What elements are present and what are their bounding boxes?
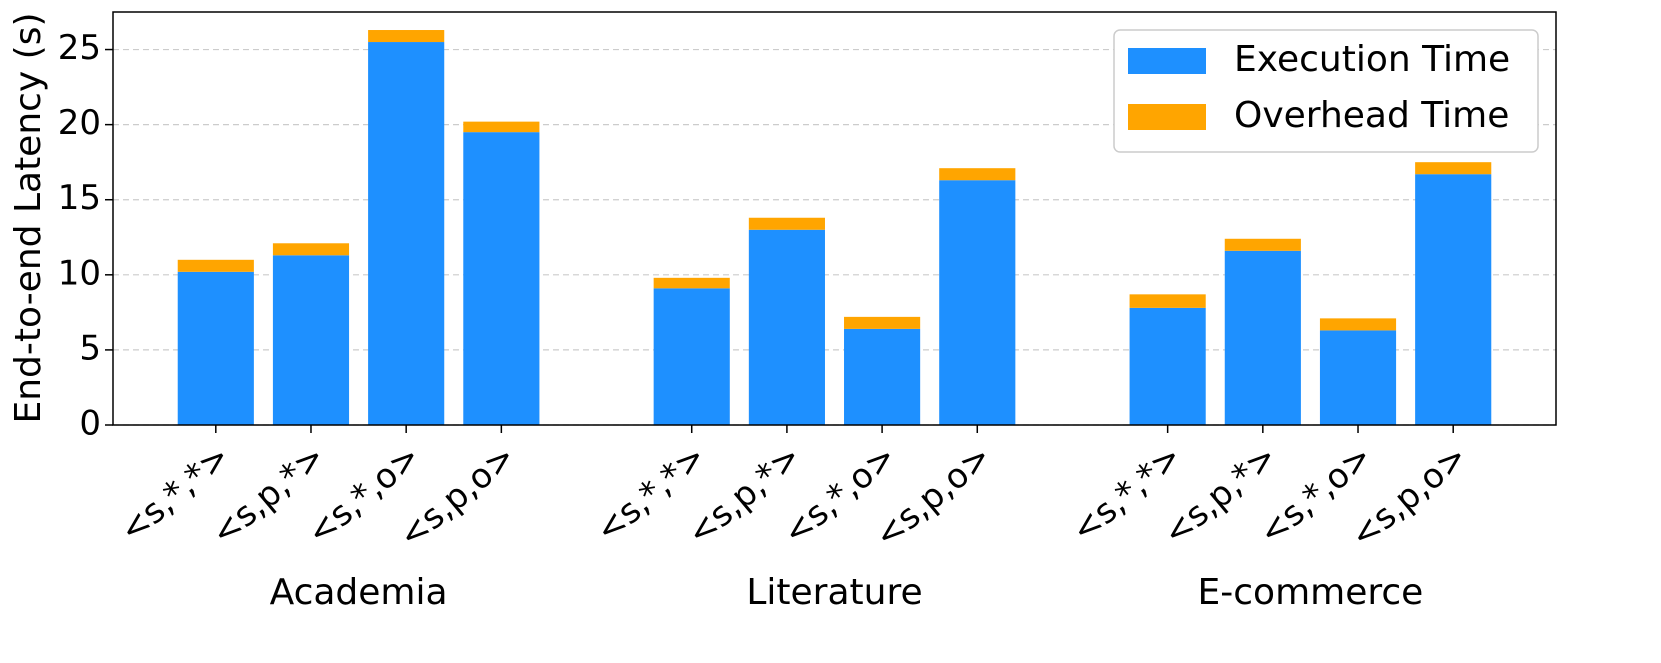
bar-segment — [177, 271, 254, 425]
bar-segment — [939, 168, 1016, 181]
y-tick-label: 5 — [79, 328, 101, 368]
bar-segment — [177, 259, 254, 272]
legend-label: Overhead Time — [1234, 95, 1509, 136]
bar-segment — [1319, 330, 1397, 425]
y-tick-label: 0 — [79, 404, 101, 444]
bar-segment — [463, 132, 540, 426]
group-label: E-commerce — [1198, 572, 1424, 613]
group-label: Academia — [270, 572, 448, 613]
y-tick-label: 10 — [58, 253, 101, 293]
legend-swatch — [1128, 48, 1206, 74]
legend-box — [1113, 29, 1539, 153]
bar-segment — [272, 243, 350, 256]
y-tick-label: 20 — [58, 103, 101, 143]
y-axis-label: End-to-end Latency (s) — [8, 12, 49, 423]
bar-segment — [748, 229, 825, 425]
bar-segment — [748, 217, 825, 230]
bar-segment — [1129, 294, 1206, 308]
bar-segment — [653, 288, 730, 425]
group-label: Literature — [746, 572, 922, 613]
legend-label: Execution Time — [1234, 39, 1510, 80]
bar-segment — [1415, 174, 1492, 425]
bar-segment — [368, 30, 445, 43]
bar-segment — [1319, 318, 1397, 331]
bar-segment — [1224, 238, 1301, 251]
bar-segment — [844, 328, 921, 425]
bar-segment — [463, 121, 540, 133]
legend-swatch — [1128, 104, 1206, 130]
bar-segment — [1129, 307, 1206, 425]
bar-segment — [368, 42, 445, 425]
bar-segment — [1224, 250, 1301, 425]
y-tick-label: 15 — [58, 178, 101, 218]
bar-segment — [272, 255, 350, 425]
bar-segment — [1415, 162, 1492, 175]
plot-frame — [112, 11, 1557, 426]
bar-segment — [939, 180, 1016, 425]
bar-segment — [844, 316, 921, 329]
y-tick-label: 25 — [58, 28, 101, 68]
bar-segment — [653, 277, 730, 289]
